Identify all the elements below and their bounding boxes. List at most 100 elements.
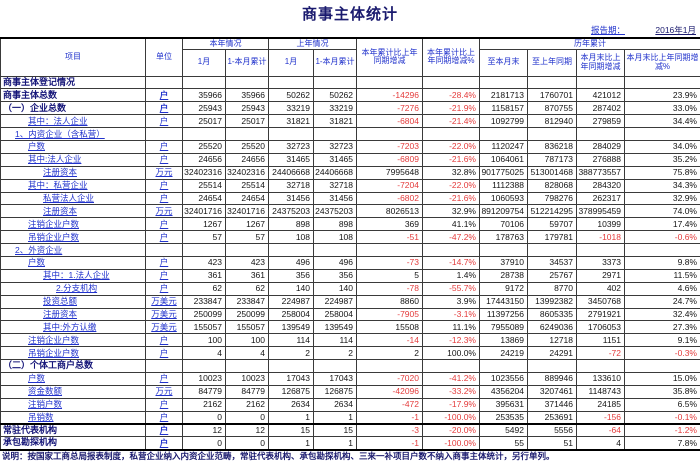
- value-cell: 17043: [268, 371, 314, 386]
- value-cell: 5492: [479, 423, 528, 438]
- value-cell: 8026513: [356, 204, 423, 219]
- value-cell: 1023556: [479, 371, 528, 386]
- table-row: 吊销数户 0 0 1 1 -1 -100.0% 253535 253691 -156 -0.1%: [0, 410, 700, 425]
- value-cell: 32.9%: [422, 204, 480, 219]
- unit-cell: 户: [145, 281, 183, 296]
- table-row: 其中:法人企业户 24656 24656 31465 31465 -6809 -21.6% 1…: [0, 152, 700, 167]
- value-cell: 24406668: [313, 165, 357, 180]
- value-cell: 34.0%: [624, 139, 700, 154]
- row-label[interactable]: 其中：法人企业: [0, 114, 146, 129]
- row-label[interactable]: 吊销企业户数: [0, 230, 146, 245]
- row-label[interactable]: 注册资本: [0, 165, 146, 180]
- value-cell: [182, 243, 226, 257]
- row-label[interactable]: 户数: [0, 139, 146, 154]
- row-label[interactable]: 注册资本: [0, 204, 146, 219]
- row-label[interactable]: 户数: [0, 371, 146, 386]
- value-cell: [182, 127, 226, 141]
- row-label[interactable]: 投资总额: [0, 294, 146, 309]
- value-cell: 31465: [268, 152, 314, 167]
- value-cell: 75.8%: [624, 165, 700, 180]
- value-cell: 32.9%: [624, 191, 700, 206]
- value-cell: 32.4%: [624, 307, 700, 322]
- col-header-last-year-cumulative: 1-本月累计: [313, 48, 357, 77]
- row-label[interactable]: 注销户数: [0, 397, 146, 412]
- value-cell: 32402316: [225, 165, 269, 180]
- value-cell: 11397256: [479, 307, 528, 322]
- value-cell: 361: [225, 268, 269, 283]
- value-cell: -78: [356, 281, 423, 296]
- unit-cell: 户: [145, 230, 183, 245]
- value-cell: 100.0%: [422, 346, 480, 361]
- row-label[interactable]: 资金数额: [0, 384, 146, 399]
- value-cell: 62: [225, 281, 269, 296]
- row-label[interactable]: 其中：私营企业: [0, 178, 146, 193]
- unit-cell: 户: [145, 191, 183, 206]
- value-cell: 1760701: [527, 88, 577, 103]
- row-label[interactable]: 注销企业户数: [0, 333, 146, 348]
- row-label[interactable]: 注册资本: [0, 307, 146, 322]
- value-cell: 11.5%: [624, 268, 700, 283]
- unit-cell: 户: [145, 371, 183, 386]
- value-cell: 284320: [576, 178, 625, 193]
- value-cell: -1: [356, 410, 423, 425]
- value-cell: 2: [356, 346, 423, 361]
- value-cell: -14: [356, 333, 423, 348]
- value-cell: [356, 243, 423, 257]
- row-label[interactable]: 吊销企业户数: [0, 346, 146, 361]
- row-label[interactable]: 其中:法人企业: [0, 152, 146, 167]
- value-cell: 828068: [527, 178, 577, 193]
- value-cell: 11.1%: [422, 320, 480, 335]
- value-cell: -21.9%: [422, 101, 480, 116]
- value-cell: 356: [313, 268, 357, 283]
- table-row: 注册资本 万元 32401716 32401716 24375203 24375203 80…: [0, 204, 700, 219]
- value-cell: [313, 243, 357, 257]
- value-cell: 8605335: [527, 307, 577, 322]
- value-cell: 496: [268, 255, 314, 270]
- row-label[interactable]: 1、内资企业（含私营）: [0, 127, 146, 141]
- value-cell: 1060593: [479, 191, 528, 206]
- row-label[interactable]: 其中：1.法人企业: [0, 268, 146, 283]
- value-cell: -14296: [356, 88, 423, 103]
- unit-cell: [145, 127, 183, 141]
- value-cell: 8860: [356, 294, 423, 309]
- value-cell: [356, 359, 423, 373]
- table-row: 其中：1.法人企业户 361 361 356 356 5 1.4% 28738 25767 297…: [0, 268, 700, 283]
- value-cell: [479, 127, 528, 141]
- value-cell: 3.9%: [422, 294, 480, 309]
- value-cell: 4: [576, 436, 625, 451]
- value-cell: -0.1%: [624, 410, 700, 425]
- value-cell: 24375203: [313, 204, 357, 219]
- value-cell: -6809: [356, 152, 423, 167]
- value-cell: 15: [268, 423, 314, 438]
- value-cell: 258004: [313, 307, 357, 322]
- table-row: 注销企业户数户 1267 1267 898 898 369 41.1% 70106 59707 1…: [0, 217, 700, 232]
- row-label[interactable]: 2、外资企业: [0, 243, 146, 257]
- table-row: 1、内资企业（含私营）: [0, 127, 700, 141]
- value-cell: [268, 75, 314, 90]
- value-cell: 126875: [313, 384, 357, 399]
- unit-cell: 户: [145, 423, 183, 438]
- value-cell: 2162: [225, 397, 269, 412]
- table-row: 商事主体登记情况: [0, 75, 700, 90]
- value-cell: 35966: [225, 88, 269, 103]
- value-cell: -42096: [356, 384, 423, 399]
- table-row: 注册资本 万元 32402316 32402316 24406668 24406668 79…: [0, 165, 700, 180]
- unit-cell: 户: [145, 178, 183, 193]
- value-cell: 891209754: [479, 204, 528, 219]
- value-cell: [576, 75, 625, 90]
- value-cell: -72: [576, 346, 625, 361]
- row-label[interactable]: 吊销数: [0, 410, 146, 425]
- value-cell: 55: [479, 436, 528, 451]
- col-header-month-end-diff-pct: 本月末比上年同期增减%: [624, 48, 700, 77]
- value-cell: [268, 127, 314, 141]
- row-label[interactable]: 户数: [0, 255, 146, 270]
- value-cell: [576, 359, 625, 373]
- value-cell: -28.4%: [422, 88, 480, 103]
- row-label[interactable]: 其中:外方认缴: [0, 320, 146, 335]
- row-label[interactable]: 私营法人企业: [0, 191, 146, 206]
- row-label[interactable]: 注销企业户数: [0, 217, 146, 232]
- value-cell: -3.1%: [422, 307, 480, 322]
- value-cell: 870755: [527, 101, 577, 116]
- value-cell: 10399: [576, 217, 625, 232]
- row-label[interactable]: 2.分支机构: [0, 281, 146, 296]
